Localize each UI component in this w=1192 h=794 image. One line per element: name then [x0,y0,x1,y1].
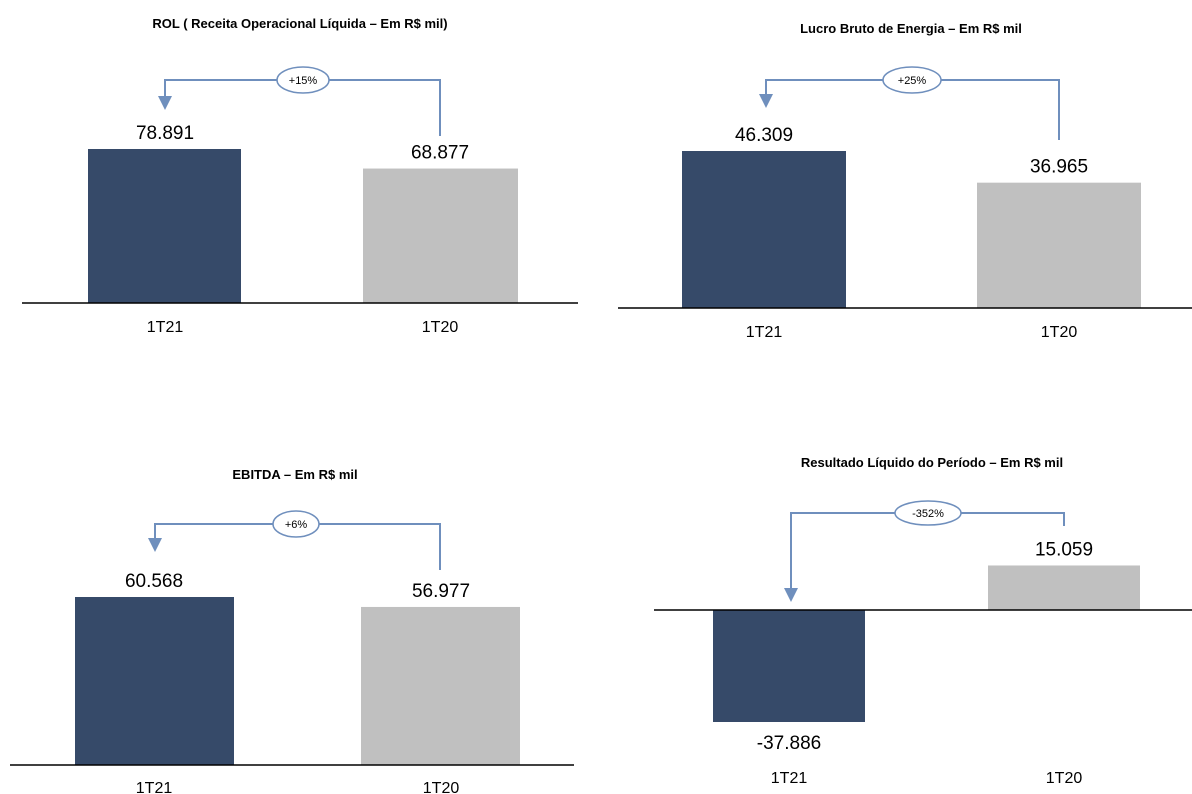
variation-label: +15% [289,75,318,87]
category-label: 1T20 [422,319,459,336]
arrow-head [158,96,172,110]
arrow-head [148,538,162,552]
data-label: 36.965 [1030,157,1088,178]
data-label: 68.877 [411,143,469,164]
chart-resultado-liquido: Resultado Líquido do Período – Em R$ mil… [654,455,1192,787]
data-label: -37.886 [757,733,821,754]
chart-rol: ROL ( Receita Operacional Líquida – Em R… [22,16,578,336]
category-label: 1T21 [136,780,173,794]
category-label: 1T21 [771,770,808,787]
bar-1t21 [682,151,846,308]
variation-label: -352% [912,508,944,520]
variation-bubble [882,66,942,94]
bar-1t20 [361,606,520,765]
data-label: 46.309 [735,125,793,146]
bar-1t20 [977,182,1141,308]
variation-label: +25% [898,75,927,87]
category-label: 1T21 [147,319,184,336]
data-label: 78.891 [136,123,194,144]
category-label: 1T20 [423,780,460,794]
variation-arrow: -352% [784,500,1065,602]
data-label: 15.059 [1035,539,1093,560]
arrow-head [759,94,773,108]
chart-ebitda: EBITDA – Em R$ mil +6% 60.568 1T21 56.977 1… [10,467,574,794]
category-label: 1T20 [1046,770,1083,787]
bar-1t21 [75,597,234,765]
variation-bubble [276,66,330,94]
variation-label: +6% [285,519,308,531]
category-label: 1T20 [1041,324,1078,341]
arrow-head [784,588,798,602]
category-label: 1T21 [746,324,783,341]
data-label: 60.568 [125,571,183,592]
variation-arrow: +6% [148,510,441,570]
data-label: 56.977 [412,581,470,602]
chart-title: ROL ( Receita Operacional Líquida – Em R… [152,16,447,31]
variation-bubble [272,510,320,538]
bar-1t20 [363,168,518,303]
variation-bubble [894,500,962,526]
bar-1t21 [88,149,241,303]
chart-title: Resultado Líquido do Período – Em R$ mil [801,455,1063,470]
variation-arrow: +25% [759,66,1060,140]
bar-1t21 [713,610,865,722]
variation-arrow: +15% [158,66,441,136]
bar-1t20 [988,565,1140,610]
chart-title: EBITDA – Em R$ mil [232,467,357,482]
chart-lucro-bruto: Lucro Bruto de Energia – Em R$ mil +25% … [618,21,1192,341]
chart-title: Lucro Bruto de Energia – Em R$ mil [800,21,1022,36]
